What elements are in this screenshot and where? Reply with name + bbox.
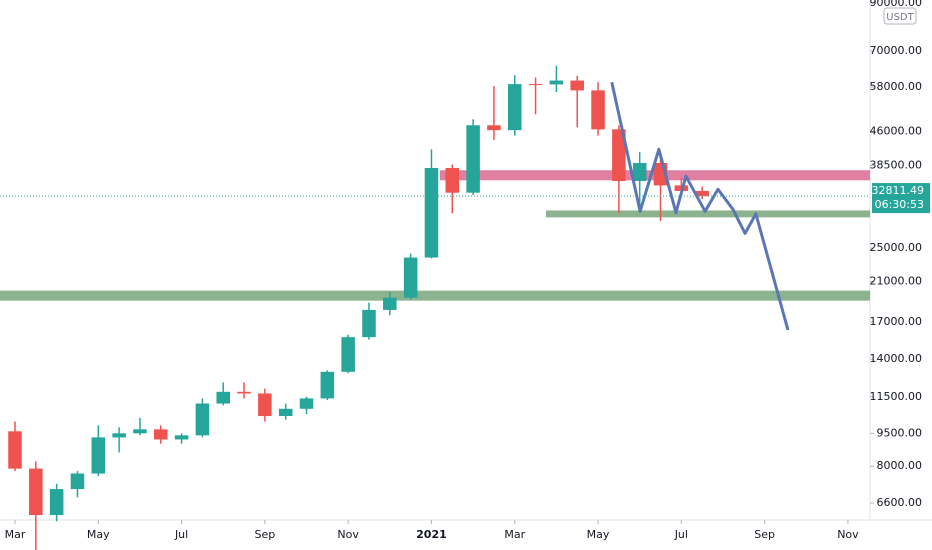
candle-body [612,129,626,182]
candle-body [362,309,376,338]
candle-body [507,84,522,131]
y-tick-label: 46000.00 [870,124,923,137]
y-tick-label: 14000.00 [870,352,923,365]
currency-badge[interactable] [883,7,917,25]
x-tick-label: 2021 [416,528,447,541]
countdown-label: 06:30:53 [875,198,924,211]
candle-body [216,391,230,404]
candle-body [695,190,709,197]
currency-label: USDT [886,12,914,23]
candle-body [466,125,480,193]
last-price-label: 32811.49 [872,184,925,197]
candle-body [237,391,251,394]
y-tick-label: 11500.00 [870,390,923,403]
zone [545,210,870,218]
candle-body [445,167,460,193]
candle-body [49,489,64,515]
x-tick-label: Nov [837,528,859,541]
candle-body [299,398,314,409]
candle-body [528,84,543,86]
y-tick-label: 70000.00 [870,44,923,57]
x-tick-label: May [587,528,610,541]
candle-body [549,80,564,85]
candle-body [174,435,189,440]
x-tick-label: Mar [504,528,525,541]
candle-body [133,429,147,434]
x-tick-label: May [87,528,110,541]
y-tick-label: 38500.00 [870,158,923,171]
x-tick-label: Jul [674,528,688,541]
candle-body [8,431,22,469]
y-tick-label: 8000.00 [877,459,923,472]
candle-body [591,90,605,130]
candle-body [195,403,210,436]
candle-body [341,337,355,372]
candle-body [70,473,85,490]
candle-body [487,125,501,131]
candle-body [424,167,439,258]
candle-body [570,80,584,91]
candle-body [383,297,397,310]
y-tick-label: 90000.00 [870,0,923,9]
y-tick-label: 9500.00 [877,426,923,439]
candle-body [632,163,647,182]
y-tick-label: 58000.00 [870,80,923,93]
projection-line [610,81,790,331]
candle-body [29,468,43,515]
candle-body [258,393,272,416]
candle-body [153,429,168,440]
candle-body [403,257,418,298]
candle-body [91,437,106,474]
candle-body [112,433,126,438]
x-tick-label: Nov [337,528,359,541]
price-box [872,183,930,214]
x-tick-label: Jul [174,528,188,541]
x-tick-label: Sep [754,528,775,541]
x-tick-label: Sep [255,528,276,541]
y-tick-label: 21000.00 [870,274,923,287]
y-tick-label: 25000.00 [870,241,923,254]
y-tick-label: 17000.00 [870,315,923,328]
zone [0,290,870,301]
y-tick-label: 6600.00 [877,496,923,509]
x-tick-label: Mar [5,528,26,541]
candle-body [278,408,293,416]
candle-body [320,371,335,399]
